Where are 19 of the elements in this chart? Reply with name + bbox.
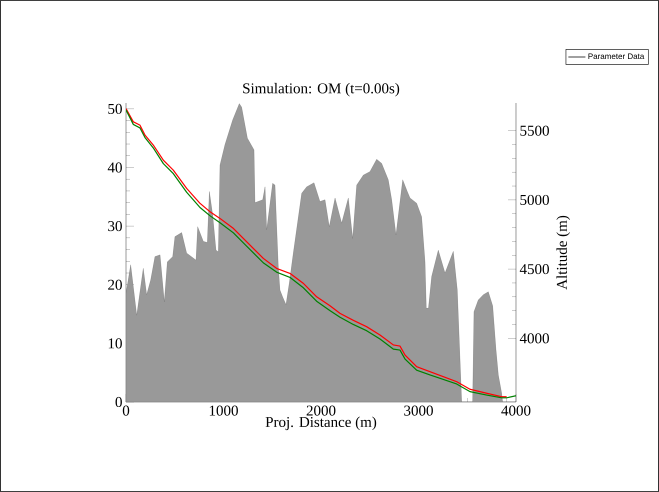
y2-tick-label: 5500: [520, 126, 549, 136]
x-tick-label: 4000: [501, 406, 530, 416]
y2-tick-label: 4000: [520, 333, 549, 344]
y2-axis-title: Altitude (m): [556, 216, 570, 290]
x-axis-title: Proj. Distance (m): [266, 416, 376, 430]
y-tick-label: 30: [108, 221, 122, 232]
y-tick-label: 50: [108, 104, 122, 114]
x-tick-label: 2000: [306, 406, 336, 416]
y-tick-label: 0: [116, 396, 122, 408]
text: Parameter Data: [588, 53, 644, 60]
x-tick-label: 0: [122, 406, 130, 416]
y2-tick-label: 5000: [520, 194, 549, 205]
y2-tick-label: 4500: [520, 264, 549, 274]
y-tick-label: 10: [108, 338, 122, 348]
y-tick-label: 20: [108, 280, 122, 290]
x-tick-label: 1000: [210, 406, 238, 416]
chart-title: Simulation: OM (t=0.00s): [243, 82, 400, 96]
y-tick-label: 40: [108, 162, 122, 173]
x-tick-label: 3000: [404, 406, 433, 416]
